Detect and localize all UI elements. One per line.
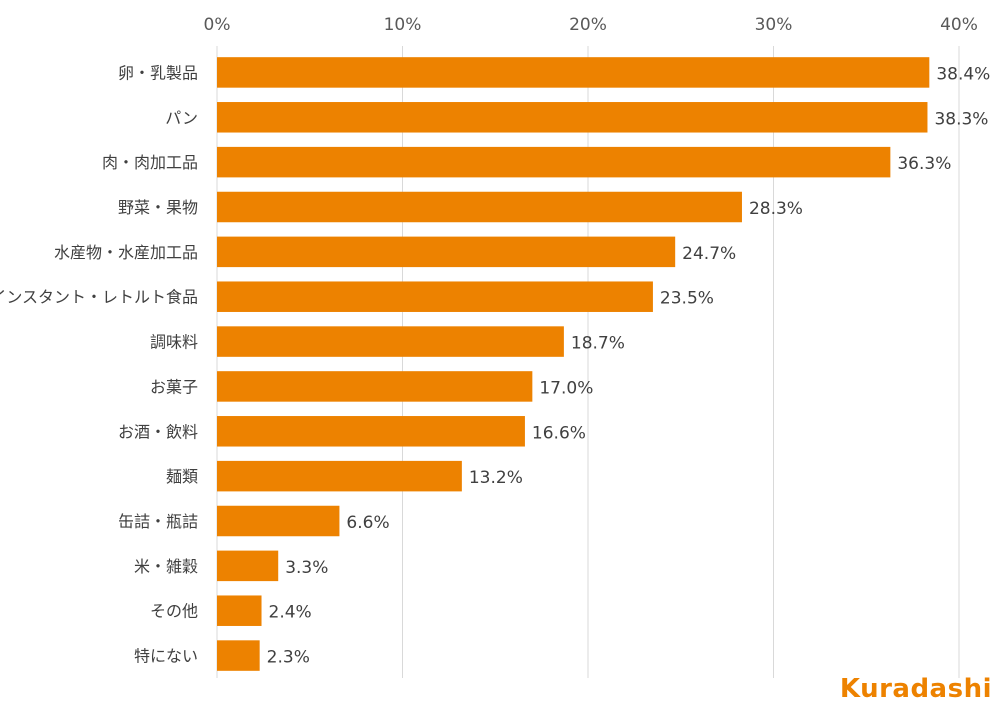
category-label: パン — [165, 108, 198, 127]
x-tick-label: 10% — [384, 15, 422, 35]
data-label: 38.4% — [936, 64, 990, 84]
data-label: 3.3% — [285, 558, 328, 578]
category-label: 麺類 — [166, 467, 198, 486]
category-label: 米・雑穀 — [134, 557, 198, 576]
category-label: 肉・肉加工品 — [102, 153, 198, 172]
bar — [217, 281, 653, 312]
category-label: 野菜・果物 — [118, 198, 198, 217]
category-label: 卵・乳製品 — [118, 63, 198, 82]
bar — [217, 640, 260, 671]
bar — [217, 550, 279, 582]
data-label: 16.6% — [532, 423, 586, 443]
bar — [217, 460, 462, 492]
data-label: 36.3% — [897, 154, 951, 174]
data-labels: 38.4% 38.3% 36.3% 28.3% 24.7% 23.5% 18.7% 17.0%… — [267, 64, 991, 667]
category-label: お菓子 — [150, 377, 198, 396]
bar — [217, 326, 564, 357]
x-tick-label: 30% — [755, 15, 793, 35]
category-label: インスタント・レトルト食品 — [0, 288, 198, 307]
bar — [217, 191, 742, 223]
category-label: その他 — [150, 602, 198, 621]
bar — [217, 371, 533, 402]
bar — [217, 102, 928, 133]
data-label: 6.6% — [346, 513, 389, 533]
x-tick-label: 20% — [569, 15, 607, 35]
bar — [217, 505, 340, 537]
data-label: 24.7% — [682, 244, 736, 264]
x-tick-label: 40% — [940, 15, 978, 35]
kuradashi-logo: Kuradashi — [839, 674, 992, 704]
bar — [217, 236, 676, 268]
bar — [217, 416, 525, 447]
bar — [217, 595, 262, 626]
gridlines — [216, 46, 960, 678]
category-label: 缶詰・瓶詰 — [118, 512, 198, 531]
bars — [217, 57, 930, 671]
bar — [217, 146, 891, 178]
data-label: 23.5% — [660, 289, 714, 309]
category-labels: 卵・乳製品パン肉・肉加工品野菜・果物水産物・水産加工品インスタント・レトルト食品… — [0, 63, 198, 665]
data-label: 2.4% — [269, 603, 312, 623]
category-label: お酒・飲料 — [118, 422, 198, 441]
data-label: 17.0% — [539, 378, 593, 398]
category-label: 水産物・水産加工品 — [54, 243, 198, 262]
x-axis-ticks: 0% 10% 20% 30% 40% — [204, 15, 978, 35]
data-label: 18.7% — [571, 334, 625, 354]
data-label: 13.2% — [469, 468, 523, 488]
data-label: 28.3% — [749, 199, 803, 219]
data-label: 2.3% — [267, 648, 310, 668]
bar — [217, 57, 930, 88]
category-label: 調味料 — [150, 333, 198, 352]
category-label: 特にない — [134, 647, 198, 666]
x-tick-label: 0% — [204, 15, 231, 35]
data-label: 38.3% — [934, 109, 988, 129]
